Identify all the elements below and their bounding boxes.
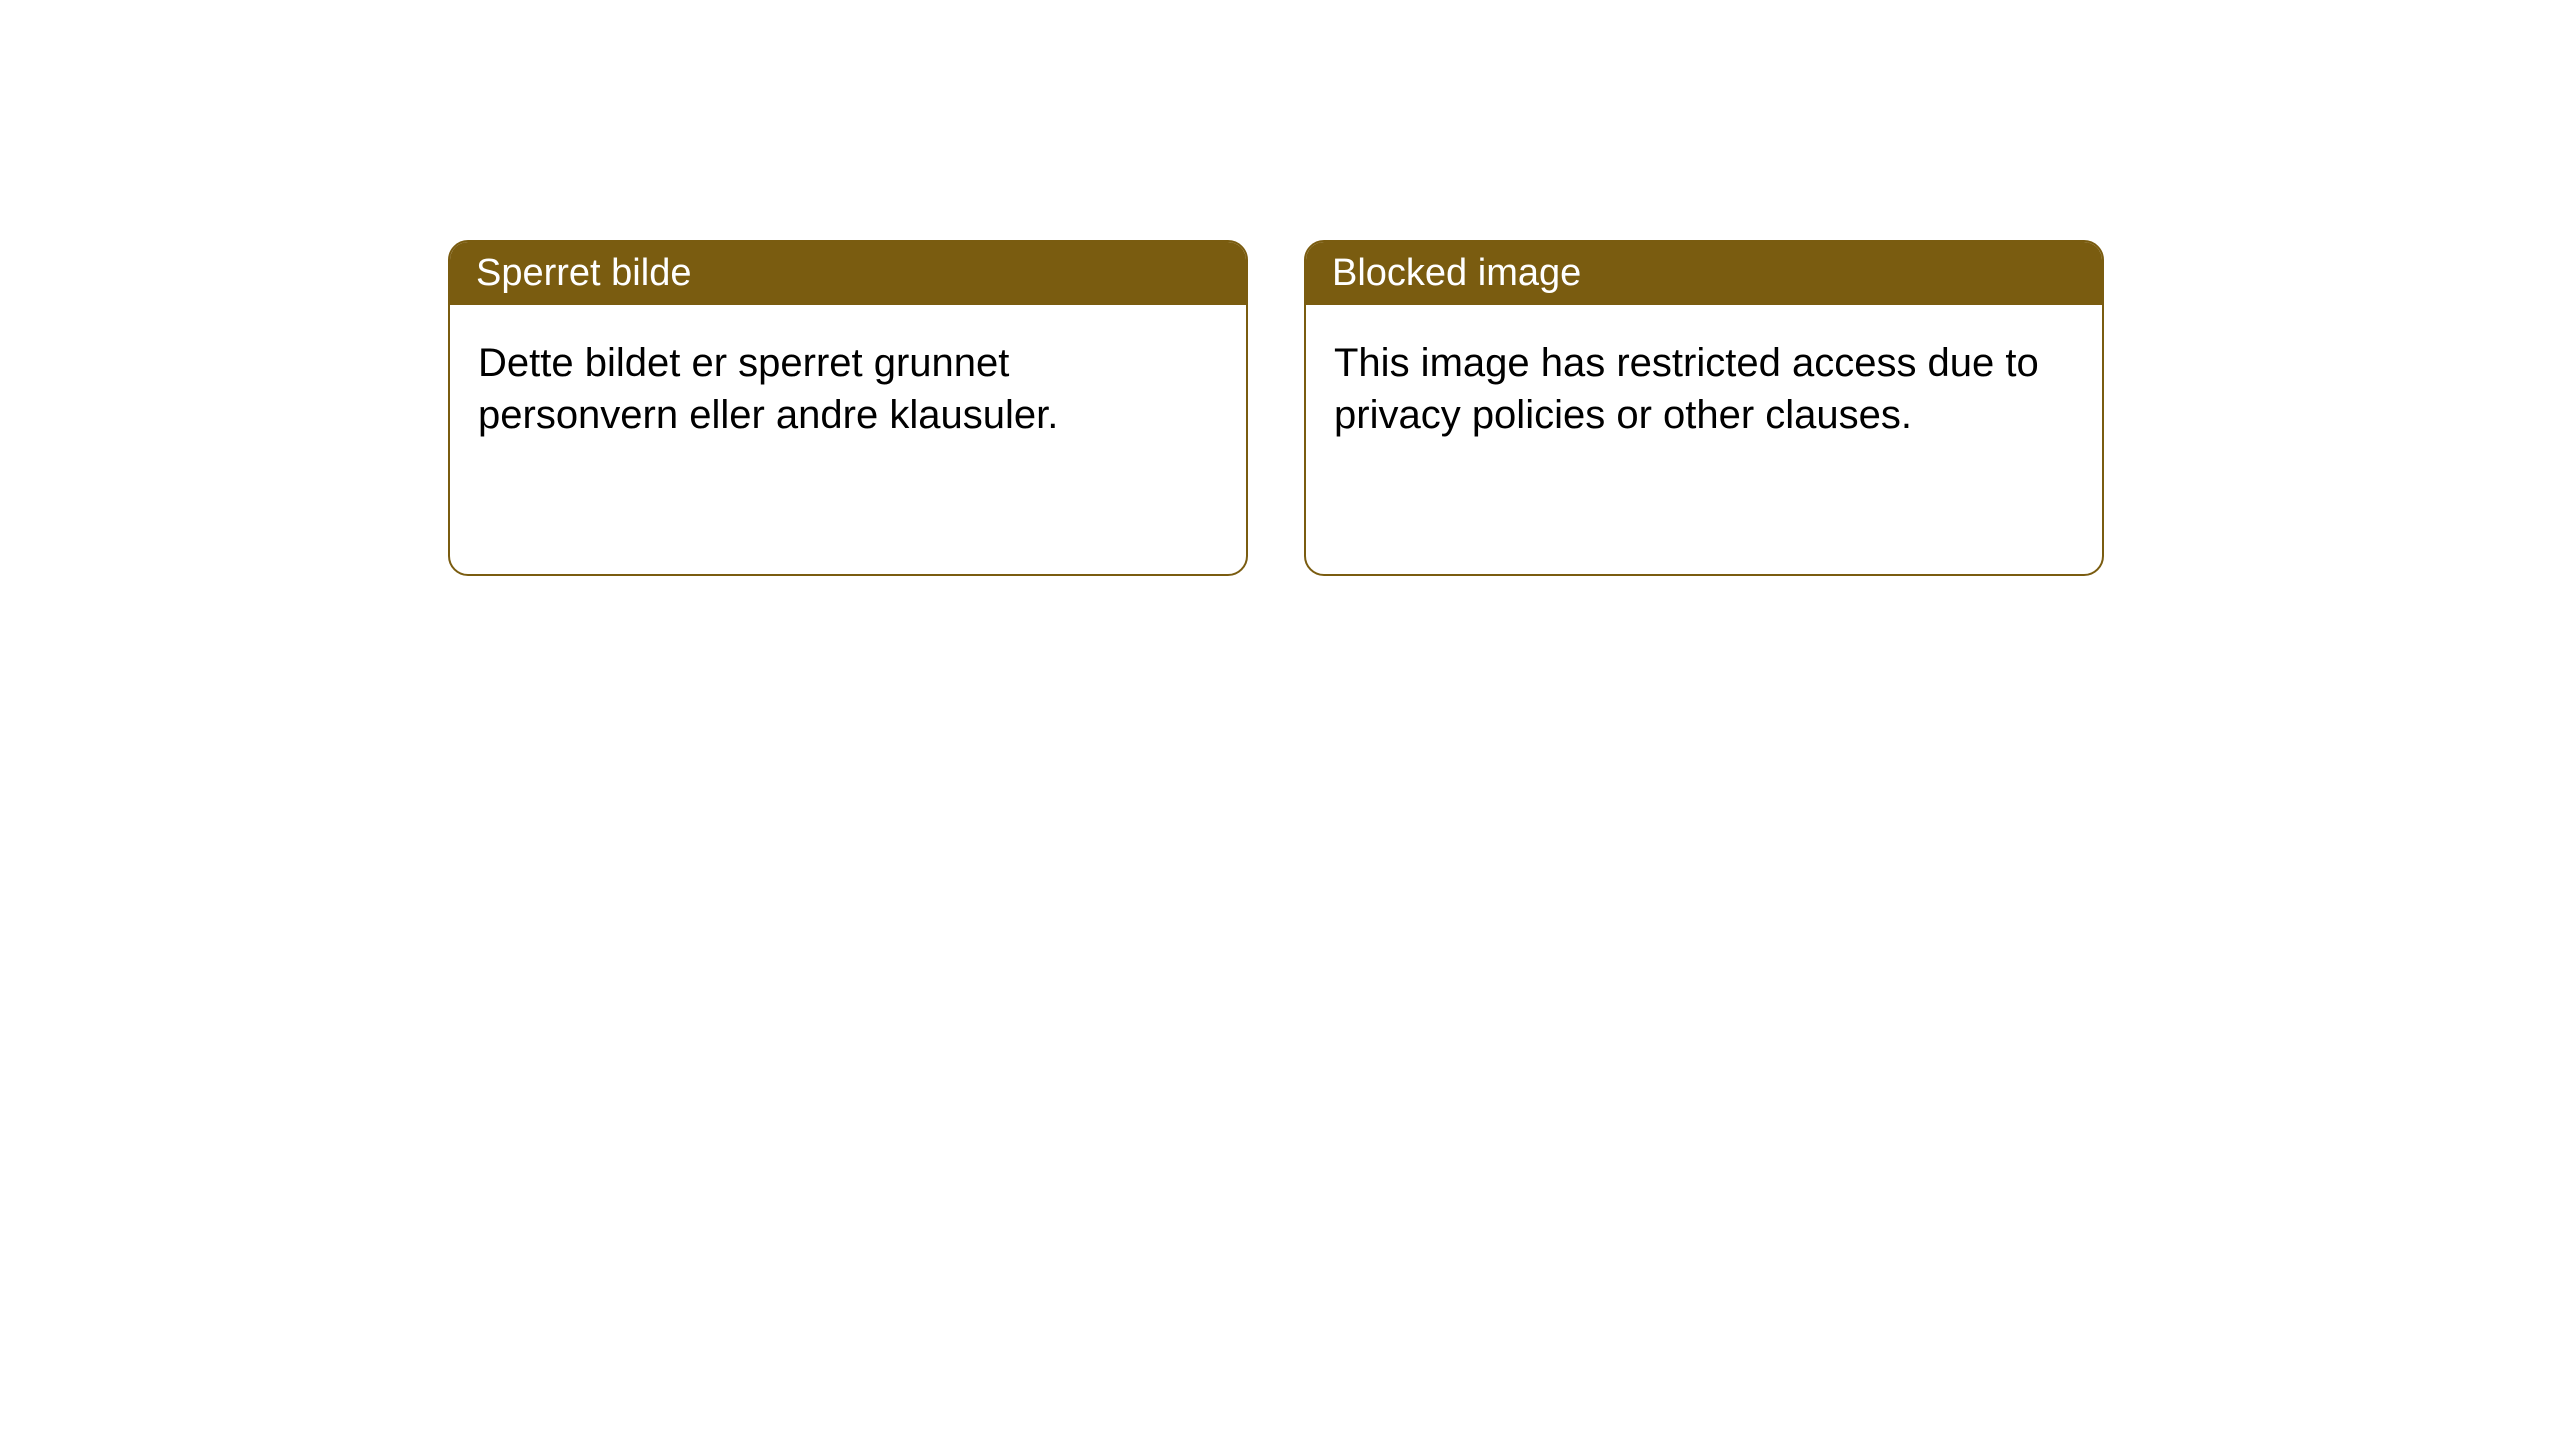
- notices-container: Sperret bilde Dette bildet er sperret gr…: [0, 0, 2560, 576]
- notice-title: Sperret bilde: [450, 242, 1246, 305]
- notice-card-norwegian: Sperret bilde Dette bildet er sperret gr…: [448, 240, 1248, 576]
- notice-title: Blocked image: [1306, 242, 2102, 305]
- notice-body: This image has restricted access due to …: [1306, 305, 2102, 473]
- notice-body: Dette bildet er sperret grunnet personve…: [450, 305, 1246, 473]
- notice-card-english: Blocked image This image has restricted …: [1304, 240, 2104, 576]
